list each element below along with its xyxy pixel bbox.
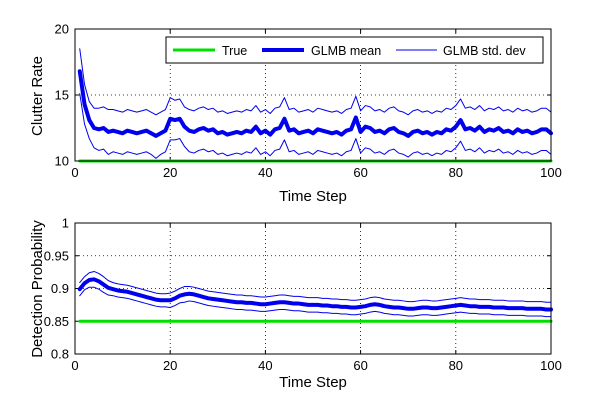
legend-box [165,36,544,64]
y-tick-label: 20 [55,22,69,37]
legend: True GLMB mean GLMB std. dev [165,36,544,64]
y-tick-label: 0.95 [44,248,69,263]
series-line-mean [77,69,553,138]
y-tick-label: 0.9 [51,281,69,296]
y-tick-label: 15 [55,88,69,103]
x-tick-label: 40 [258,358,272,373]
x-tick-label: 80 [449,358,463,373]
clutter-rate-chart: Clutter Rate Time Step 0 20 40 60 80 100 10 15 2… [29,22,562,206]
x-tick-label: 20 [163,358,177,373]
plot-area-frame [74,222,552,355]
legend-label-glmb-mean: GLMB mean [311,44,381,58]
x-tick-label: 20 [163,165,177,180]
detection-probability-chart: Detection Probability Time Step 0 20 40 60 8… [29,216,562,392]
series-line-std-lower [79,93,552,159]
y-axis-label-clutter-rate: Clutter Rate [29,56,46,136]
plot-area-frame [74,28,552,162]
series-line-std-upper [79,48,552,116]
y-axis-label-detection-probability: Detection Probability [29,220,46,358]
series-line-mean [77,277,553,312]
x-tick-label: 80 [449,165,463,180]
y-tick-label: 0.8 [51,347,69,362]
x-axis-label-bottom: Time Step [279,374,347,391]
series-line-std-lower [79,286,552,318]
y-tick-label: 1 [62,216,69,231]
y-tick-label: 10 [55,154,69,169]
legend-label-true: True [222,44,247,58]
x-tick-label: 60 [353,165,367,180]
series-line-std-upper [79,270,552,303]
x-tick-label: 60 [353,358,367,373]
y-tick-label: 0.85 [44,314,69,329]
x-tick-label: 0 [71,358,78,373]
x-tick-label: 40 [258,165,272,180]
x-axis-label-top: Time Step [279,188,347,205]
legend-label-glmb-std-dev: GLMB std. dev [443,44,526,58]
x-tick-label: 0 [71,165,78,180]
x-tick-label: 100 [540,165,562,180]
x-tick-label: 100 [540,358,562,373]
